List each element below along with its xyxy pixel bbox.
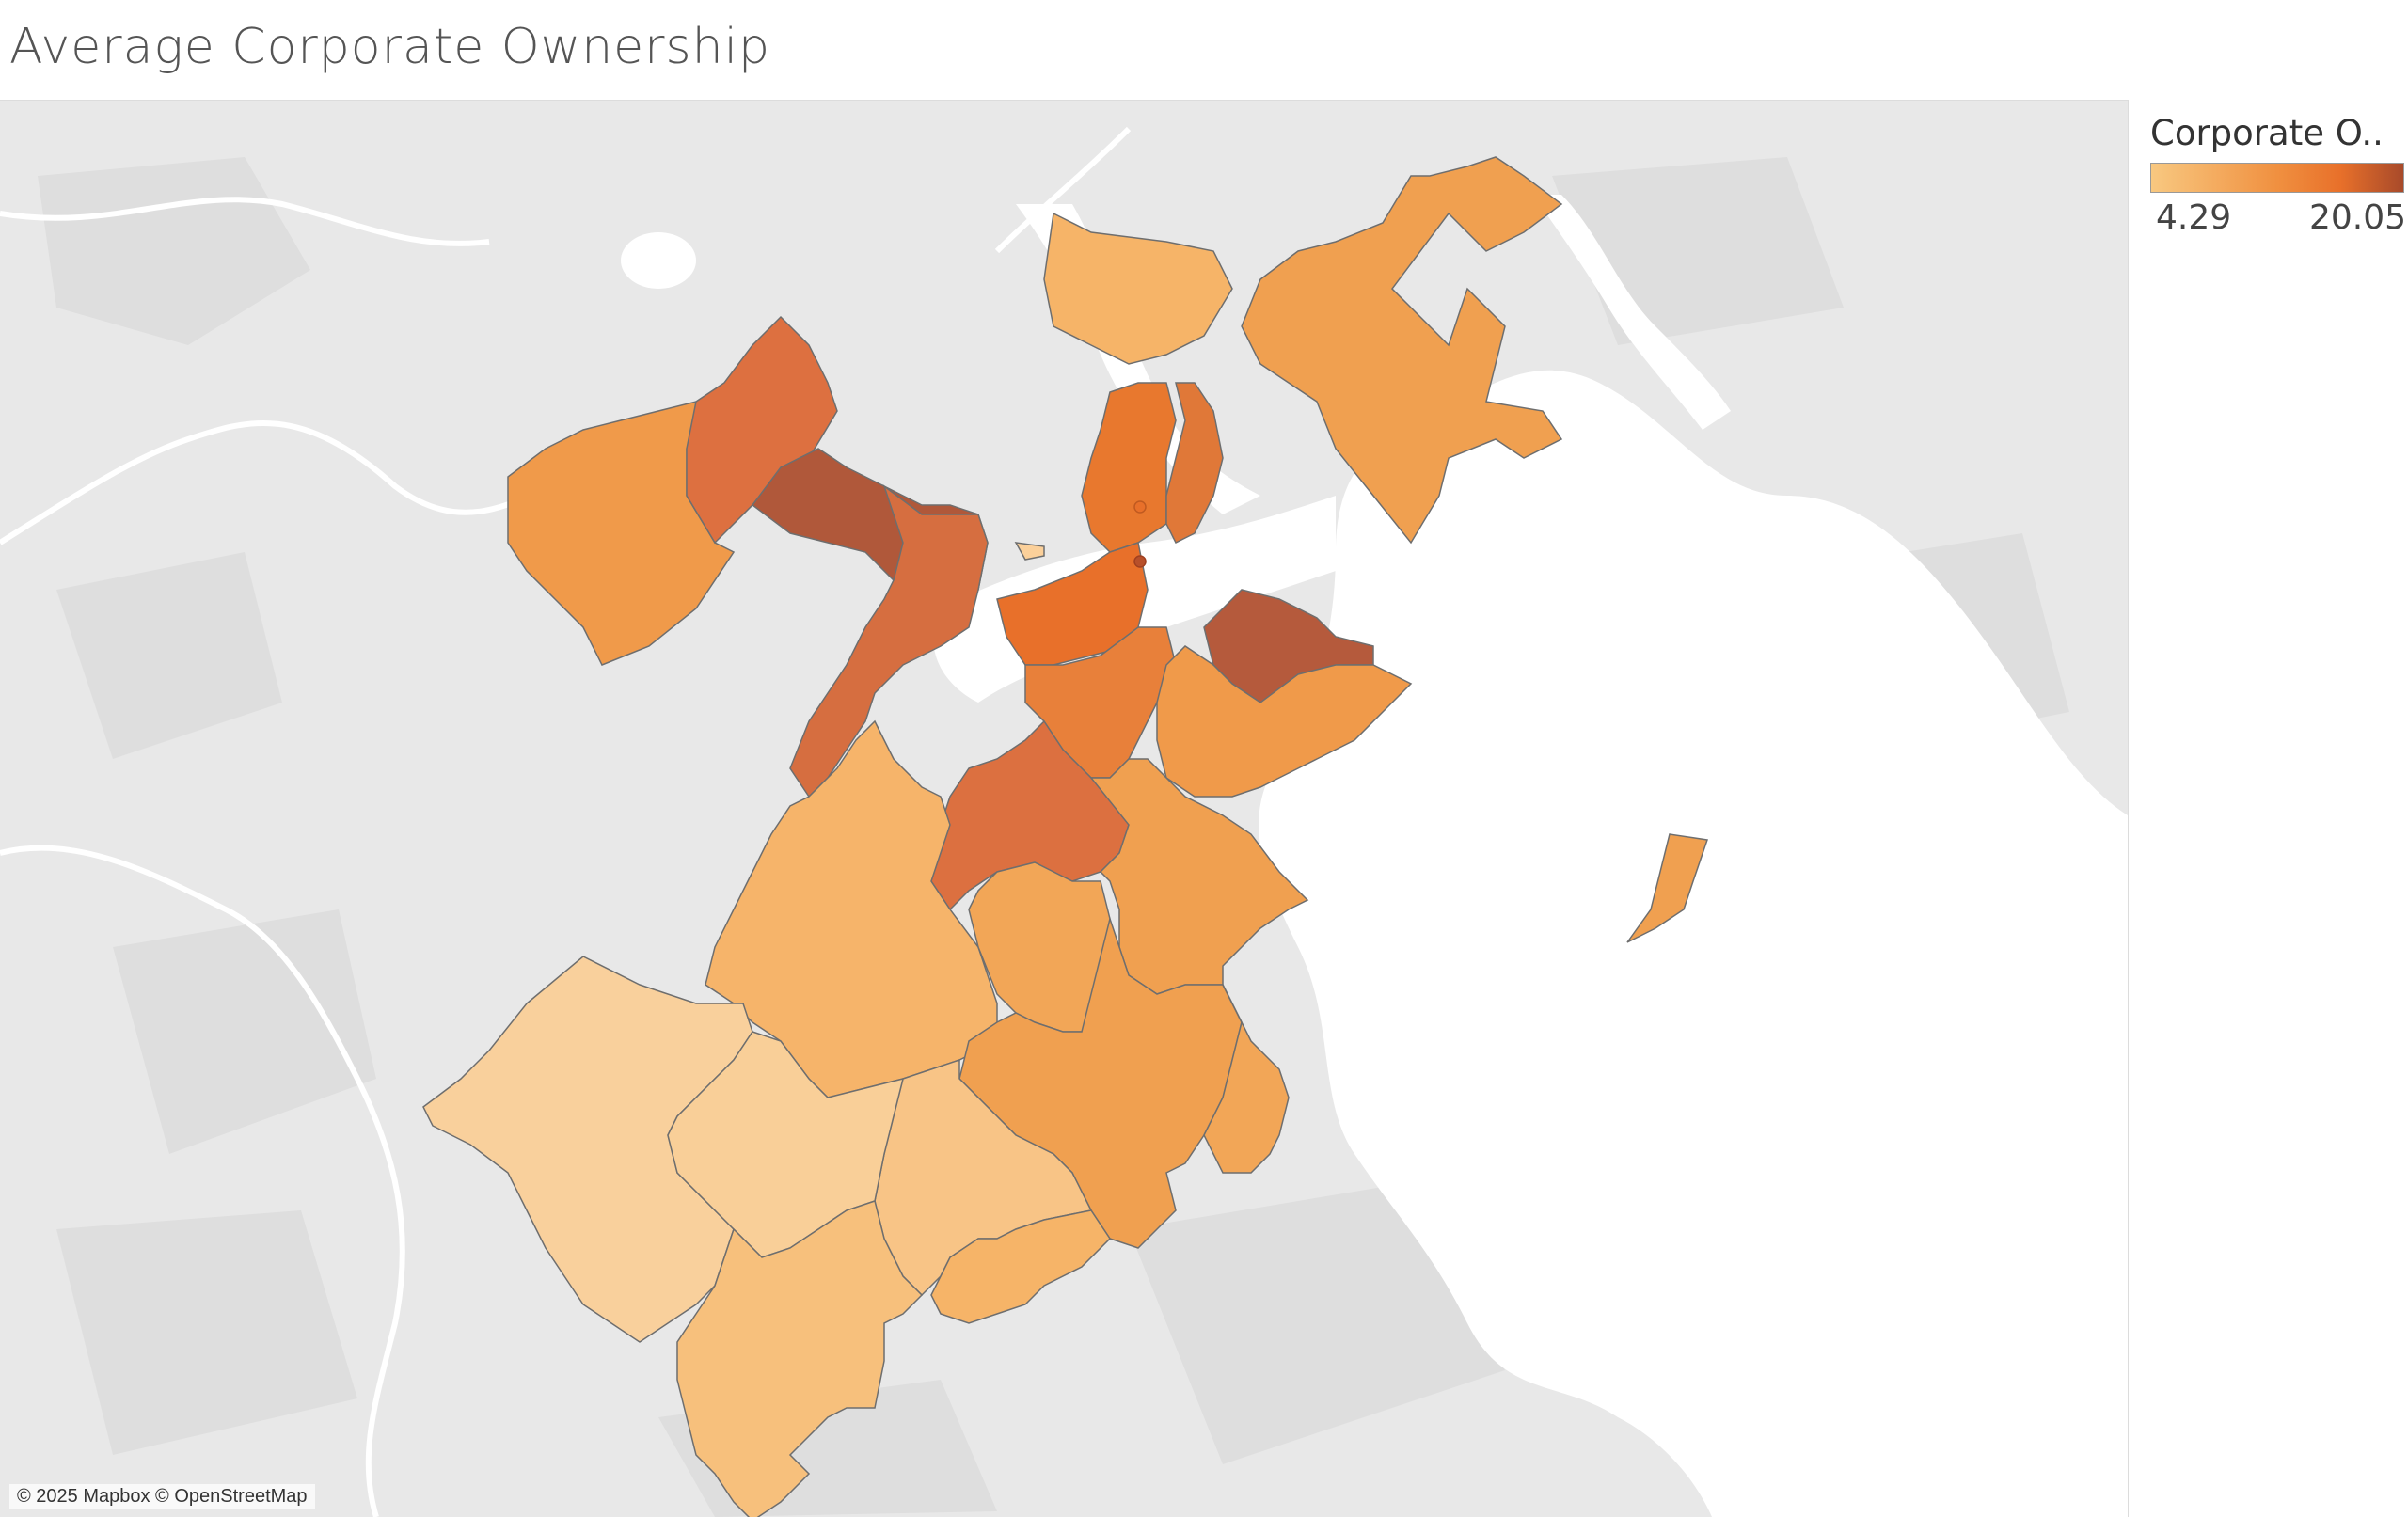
region-north-end[interactable] <box>1081 382 1177 553</box>
legend-labels: 4.29 20.05 <box>2150 198 2408 242</box>
legend-gradient-bar <box>2150 163 2404 193</box>
legend-min-label: 4.29 <box>2156 198 2232 237</box>
region-hyde-park[interactable] <box>676 1200 924 1517</box>
map-attribution[interactable]: © 2025 Mapbox © OpenStreetMap <box>9 1484 315 1509</box>
region-east-boston[interactable] <box>1241 156 1563 545</box>
region-back-bay[interactable] <box>789 483 989 798</box>
map-svg[interactable] <box>0 101 2128 1517</box>
region-bay-village[interactable] <box>1014 542 1045 561</box>
marker-dot-2[interactable] <box>1133 555 1147 568</box>
region-neponset[interactable] <box>1203 984 1290 1174</box>
region-allston[interactable] <box>686 315 838 545</box>
neighborhoods <box>422 156 1708 1517</box>
region-downtown[interactable] <box>1165 382 1224 545</box>
region-north-dorchester[interactable] <box>1089 758 1309 995</box>
marker-dot-1[interactable] <box>1133 500 1147 514</box>
region-south-boston-waterfront[interactable] <box>1156 645 1413 798</box>
legend-title: Corporate O.. <box>2150 113 2384 153</box>
chart-title: Average Corporate Ownership <box>9 19 771 75</box>
region-harbor-island[interactable] <box>1626 833 1708 943</box>
color-legend[interactable]: Corporate O.. 4.29 20.05 <box>2150 113 2408 242</box>
map-canvas[interactable]: © 2025 Mapbox © OpenStreetMap <box>0 100 2129 1517</box>
legend-max-label: 20.05 <box>2308 198 2406 237</box>
region-charlestown[interactable] <box>1043 212 1233 365</box>
region-mattapan[interactable] <box>930 1209 1111 1324</box>
